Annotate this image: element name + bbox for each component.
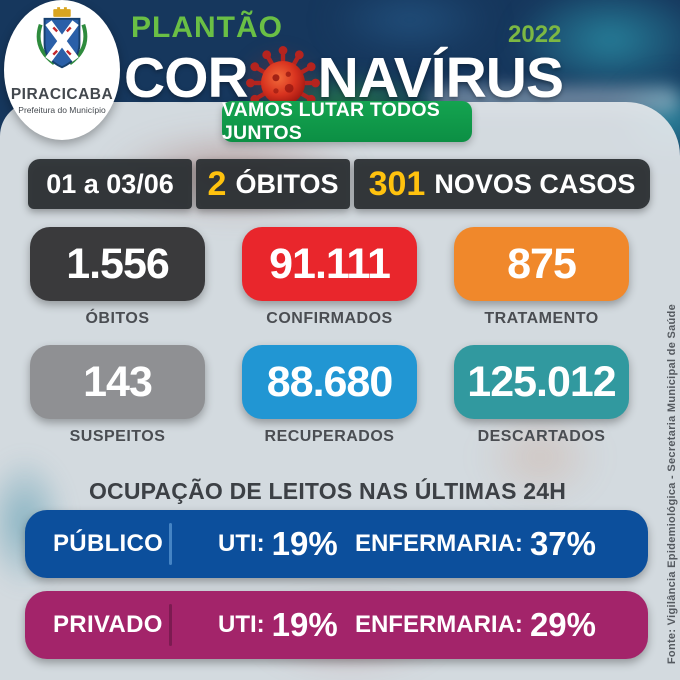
ward-occupancy: ENFERMARIA: 37%: [355, 525, 596, 563]
stat-value: 125.012: [467, 357, 616, 406]
deaths-box: 2 ÓBITOS: [196, 159, 350, 209]
stat-card-tratamento: 875 TRATAMENTO: [454, 227, 629, 328]
divider: [169, 604, 172, 646]
uti-value: 19%: [271, 525, 338, 562]
stat-pill: 1.556: [30, 227, 205, 301]
occupancy-title: OCUPAÇÃO DE LEITOS NAS ÚLTIMAS 24H: [88, 478, 567, 504]
stat-pill: 143: [30, 345, 205, 419]
stat-label: CONFIRMADOS: [266, 310, 393, 327]
title-part2: NAVÍRUS: [317, 46, 564, 110]
page-title: COR: [124, 34, 564, 122]
private-occupancy-bar: PRIVADO UTI: 19% ENFERMARIA: 29%: [25, 591, 648, 659]
uti-occupancy: UTI: 19%: [218, 525, 338, 563]
stat-card-confirmados: 91.111 CONFIRMADOS: [242, 227, 417, 328]
city-logo: PIRACICABA Prefeitura do Município: [4, 0, 120, 140]
stat-card-descartados: 125.012 DESCARTADOS: [454, 345, 629, 446]
deaths-label: ÓBITOS: [235, 168, 339, 199]
stat-label: ÓBITOS: [85, 310, 150, 327]
stat-value: 88.680: [266, 357, 394, 406]
ward-value: 37%: [529, 525, 596, 562]
stat-value: 143: [83, 357, 153, 406]
public-occupancy-bar: PÚBLICO UTI: 19% ENFERMARIA: 37%: [25, 510, 648, 578]
stat-label: RECUPERADOS: [264, 428, 395, 445]
date-range-box: 01 a 03/06: [28, 159, 192, 209]
stat-pill: 88.680: [242, 345, 417, 419]
summary-bar: 01 a 03/06 2 ÓBITOS 301 NOVOS CASOS: [28, 159, 650, 209]
uti-occupancy: UTI: 19%: [218, 606, 338, 644]
stat-pill: 91.111: [242, 227, 417, 301]
stat-card-obitos: 1.556 ÓBITOS: [30, 227, 205, 328]
new-cases-box: 301 NOVOS CASOS: [354, 159, 650, 209]
plantao-label: PLANTÃO: [131, 11, 283, 44]
ward-occupancy: ENFERMARIA: 29%: [355, 606, 596, 644]
stat-pill: 875: [454, 227, 629, 301]
stat-card-suspeitos: 143 SUSPEITOS: [30, 345, 205, 446]
title-part1: COR: [124, 46, 249, 110]
year-label: 2022: [508, 21, 562, 48]
logo-subtitle: Prefeitura do Município: [18, 105, 106, 115]
deaths-value: 2: [207, 164, 227, 203]
uti-value: 19%: [271, 606, 338, 643]
slogan-text: VAMOS LUTAR TODOS JUNTOS: [222, 98, 440, 144]
source-note: Fonte: Vigilância Epidemiológica - Secre…: [666, 303, 678, 664]
logo-city-name: PIRACICABA: [10, 86, 114, 103]
stat-label: SUSPEITOS: [69, 428, 166, 445]
ward-label: ENFERMARIA:: [354, 530, 523, 557]
stat-value: 1.556: [66, 239, 170, 288]
stat-value: 875: [507, 239, 577, 288]
stat-pill: 125.012: [454, 345, 629, 419]
stat-label: TRATAMENTO: [484, 310, 599, 327]
occupancy-row-name: PÚBLICO: [53, 530, 164, 557]
date-range: 01 a 03/06: [46, 168, 174, 199]
new-cases-value: 301: [368, 164, 426, 203]
stat-cards: 1.556 ÓBITOS 91.111 CONFIRMADOS 875 TRAT…: [30, 227, 629, 446]
new-cases-label: NOVOS CASOS: [434, 168, 636, 199]
ward-label: ENFERMARIA:: [354, 611, 523, 638]
stat-label: DESCARTADOS: [477, 428, 606, 445]
uti-label: UTI:: [218, 611, 265, 638]
uti-label: UTI:: [218, 530, 265, 557]
stat-value: 91.111: [269, 239, 391, 288]
divider: [169, 523, 172, 565]
occupancy-row-name: PRIVADO: [53, 611, 163, 638]
stat-card-recuperados: 88.680 RECUPERADOS: [242, 345, 417, 446]
slogan-banner: VAMOS LUTAR TODOS JUNTOS: [222, 98, 472, 144]
coat-of-arms-icon: [36, 7, 88, 69]
ward-value: 29%: [529, 606, 596, 643]
